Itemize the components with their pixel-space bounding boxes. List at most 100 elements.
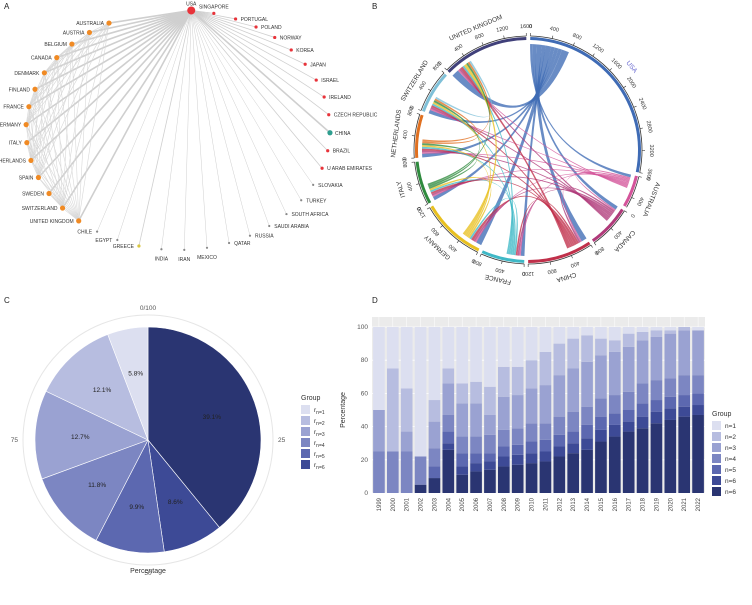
bar-segment-n-0-2008	[497, 327, 510, 367]
network-edge	[56, 9, 192, 59]
network-node-label: ITALY	[9, 141, 23, 147]
bar-segment-n-2-2008	[497, 396, 510, 430]
bar-segment-n-6-2006	[470, 471, 482, 493]
chord-tick-label: 800	[431, 226, 442, 237]
chord-tick	[624, 210, 628, 213]
bar-segment-n-4-2007	[484, 453, 496, 462]
chord-tick-label: 800	[474, 32, 485, 41]
network-node-label: CHINA	[335, 131, 351, 137]
bar-segment-n-2-2016	[608, 351, 621, 396]
bar-x-tick-label: 1999	[377, 497, 383, 511]
bar-x-tick-label: 2010	[530, 497, 536, 511]
bar-segment-n-4-2012	[553, 434, 566, 447]
network-edge	[44, 32, 90, 74]
chord-tick-label: 0	[409, 105, 416, 110]
bar-segment-n-6-2016	[608, 436, 621, 493]
chord-axis	[594, 210, 625, 244]
bar-segment-n-4-2020	[664, 396, 677, 409]
bar-x-tick-label: 2018	[641, 497, 647, 511]
network-node-china	[327, 130, 333, 136]
bar-segment-n-4-2016	[608, 413, 621, 425]
network-edge	[77, 10, 192, 222]
network-node-netherlands	[28, 157, 34, 164]
network-node-czech-republic	[327, 113, 331, 117]
bar-segment-n-3-1999	[373, 451, 385, 493]
chord-axis	[481, 253, 525, 265]
bar-segment-n-0-2014	[581, 327, 593, 336]
bar-segment-n-3-2020	[664, 378, 677, 397]
network-node-label: SOUTH AFRICA	[291, 212, 329, 218]
chord-tick-label: 1200	[522, 270, 534, 276]
network-node-korea	[289, 48, 293, 52]
bar-y-tick-label: 20	[361, 457, 369, 464]
network-edge	[28, 106, 79, 221]
network-node-chile	[95, 230, 99, 233]
network-node-label: RUSSIA	[255, 234, 274, 240]
chord-tick	[424, 203, 428, 206]
bar-x-tick-label: 2017	[627, 497, 633, 511]
network-node-label: SLOVAKIA	[318, 183, 343, 189]
bar-segment-n-3-2008	[497, 429, 510, 447]
bar-segment-n-1-2021	[678, 327, 691, 331]
bar-segment-n-1-2012	[553, 343, 566, 376]
network-edge	[191, 10, 275, 38]
bar-segment-n-1-2005	[456, 383, 469, 404]
network-node-italy	[24, 140, 30, 146]
bar-segment-n-2-2001	[400, 431, 413, 452]
bar-segment-n-4-2019	[650, 400, 663, 412]
network-node-label: SPAIN	[19, 175, 34, 181]
network-node-label: NETHERLANDS	[0, 158, 27, 164]
network-node-label: FINLAND	[9, 87, 31, 93]
network-node-switzerland	[59, 205, 66, 211]
chord-axis	[414, 161, 429, 205]
network-edge	[190, 10, 329, 152]
bar-segment-n-0-2018	[636, 327, 649, 332]
network-edge	[56, 57, 63, 209]
bar-segment-n-3-2000	[386, 451, 399, 493]
pie-legend-label: rn=2	[314, 418, 325, 427]
bar-segment-n-3-2007	[484, 434, 496, 454]
bar-segment-n-3-2012	[553, 416, 566, 435]
chord-tick-label: 1200	[591, 43, 604, 55]
bar-segment-n-3-2005	[456, 436, 469, 454]
bar-x-tick-label: 2006	[474, 497, 480, 511]
bar-y-tick-label: 60	[361, 390, 369, 397]
network-edge	[25, 32, 90, 125]
pie-slice-label: 39.1%	[203, 414, 222, 421]
chord-tick	[418, 109, 422, 111]
bar-x-tick-label: 2007	[488, 497, 494, 511]
chord-tick	[573, 42, 575, 46]
chord-sector-italy	[415, 161, 432, 204]
pie-legend-swatch	[301, 449, 310, 458]
network-node-label: SAUDI ARABIA	[274, 224, 309, 230]
chord-ribbon-france-germany	[469, 198, 518, 256]
network-node-label: USA	[186, 1, 197, 7]
pie-slice-r-n-2	[34, 390, 149, 480]
network-node-label: SWEDEN	[22, 191, 44, 197]
chord-axis	[413, 114, 421, 159]
bar-segment-n-0-2001	[400, 327, 413, 389]
bar-segment-n-3-2022	[692, 375, 704, 394]
network-edge	[25, 9, 192, 126]
bar-segment-n-1-2013	[567, 338, 580, 369]
bar-segment-n-5-2011	[539, 451, 552, 462]
chord-tick-label: 800	[472, 258, 483, 267]
bar-x-tick-label: 2001	[405, 497, 411, 511]
bar-segment-n-6-2018	[636, 428, 649, 493]
bar-segment-n-2-2014	[581, 361, 593, 407]
bar-segment-n-2-2004	[442, 383, 455, 415]
chord-sector-germany	[430, 205, 480, 252]
bar-legend-title: Group	[712, 411, 732, 418]
pie-legend-swatch	[301, 427, 310, 436]
chord-sector-netherlands	[414, 114, 424, 158]
chord-tick	[633, 105, 637, 108]
bar-segment-n-3-2001	[400, 451, 413, 493]
network-node-singapore	[212, 11, 216, 15]
bar-segment-n-2-2017	[622, 346, 635, 392]
pie-axis-tick: 0/100	[140, 305, 157, 312]
chord-tick-label: 0	[529, 24, 532, 30]
network-edge	[28, 9, 192, 108]
bar-segment-n-3-2018	[636, 383, 649, 404]
